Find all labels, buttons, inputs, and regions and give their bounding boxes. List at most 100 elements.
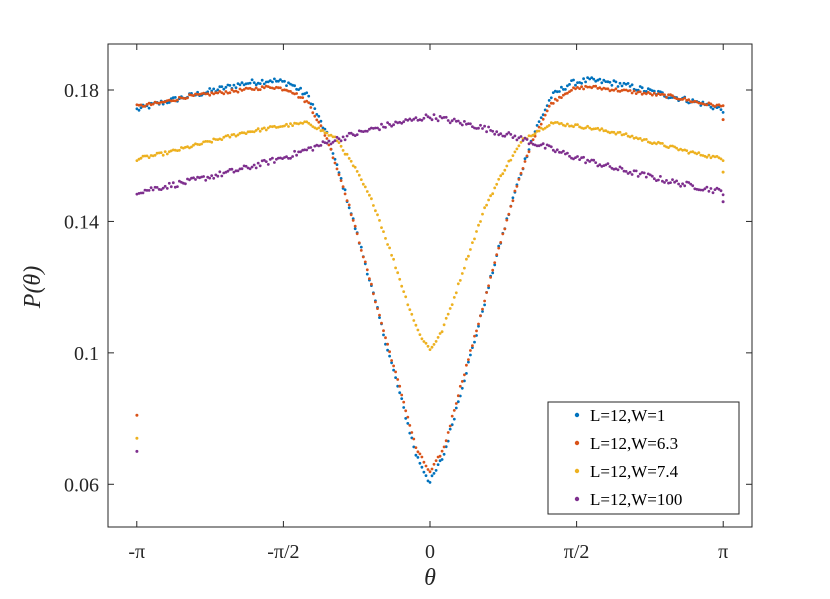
data-point — [400, 121, 404, 125]
data-point — [301, 96, 305, 99]
data-point — [305, 148, 309, 152]
data-point — [204, 140, 208, 143]
legend-entry: L=12,W=7.4 — [590, 462, 679, 481]
data-point — [434, 469, 438, 472]
data-point — [711, 107, 715, 111]
data-point — [497, 246, 501, 250]
data-point — [192, 176, 195, 180]
data-point — [268, 79, 272, 83]
data-point — [345, 199, 349, 203]
data-point — [560, 122, 563, 125]
data-point — [384, 237, 387, 240]
data-point — [143, 104, 147, 108]
data-point — [256, 127, 260, 131]
y-tick-label: 0.14 — [64, 211, 99, 233]
data-point — [489, 276, 492, 279]
data-point — [159, 151, 163, 155]
data-point — [652, 91, 656, 95]
data-point — [380, 226, 383, 230]
data-point — [436, 463, 440, 466]
data-point — [721, 159, 725, 163]
data-point — [659, 141, 662, 145]
data-point — [402, 120, 406, 124]
data-point — [283, 124, 286, 128]
data-point — [212, 92, 216, 96]
data-point — [349, 159, 353, 163]
data-point — [240, 81, 244, 84]
data-point — [283, 79, 286, 83]
data-point — [398, 384, 402, 388]
data-point — [523, 157, 527, 161]
data-point — [147, 101, 151, 105]
data-point — [428, 470, 432, 474]
data-point — [422, 460, 426, 464]
data-point — [186, 96, 189, 100]
data-point — [363, 260, 367, 264]
data-point — [471, 344, 474, 348]
data-point — [537, 120, 541, 123]
data-point — [655, 142, 658, 146]
data-point — [208, 176, 212, 180]
data-point — [652, 177, 656, 181]
data-point — [151, 188, 155, 192]
data-point — [349, 131, 353, 135]
data-point — [709, 105, 713, 109]
data-point — [333, 161, 337, 165]
data-point — [412, 117, 416, 121]
data-point — [523, 136, 527, 140]
data-point — [428, 481, 432, 484]
data-point — [547, 104, 551, 108]
data-point — [402, 290, 406, 293]
data-point — [376, 126, 379, 130]
data-point — [357, 173, 361, 177]
data-point — [479, 220, 482, 223]
data-point — [432, 472, 436, 475]
data-point — [501, 172, 505, 176]
data-point — [675, 179, 678, 183]
data-point — [473, 334, 476, 338]
data-point — [606, 87, 610, 91]
data-point — [638, 172, 642, 176]
data-point — [669, 181, 672, 185]
data-point — [612, 130, 616, 134]
data-point — [582, 155, 585, 159]
data-point — [721, 193, 725, 197]
data-point — [264, 128, 268, 132]
data-point — [248, 167, 252, 171]
data-point — [618, 81, 622, 85]
data-point — [374, 300, 377, 304]
data-point — [422, 470, 426, 474]
data-point — [420, 455, 424, 459]
data-point — [394, 376, 397, 379]
data-point — [553, 97, 557, 101]
data-point — [499, 174, 503, 178]
data-point — [317, 144, 321, 148]
data-point — [523, 160, 527, 163]
data-point — [236, 90, 240, 94]
data-point — [687, 98, 691, 102]
data-point — [527, 142, 531, 146]
data-point — [289, 90, 292, 93]
data-point — [586, 76, 589, 79]
data-point — [232, 170, 236, 174]
data-point — [432, 343, 436, 346]
data-point — [418, 461, 422, 465]
data-point — [450, 303, 454, 306]
data-point — [394, 266, 397, 270]
data-point — [648, 173, 652, 177]
legend-marker — [574, 412, 580, 418]
data-point — [206, 140, 210, 143]
data-point — [297, 150, 300, 154]
data-point — [673, 180, 676, 184]
data-point — [578, 87, 581, 90]
data-point — [584, 161, 587, 165]
data-point — [564, 124, 567, 128]
data-point — [258, 164, 262, 168]
data-point — [232, 83, 236, 87]
data-point — [392, 257, 395, 261]
data-point — [513, 150, 517, 154]
data-point — [301, 122, 305, 125]
data-point — [509, 158, 513, 162]
data-point — [327, 134, 331, 137]
data-point — [163, 184, 167, 188]
